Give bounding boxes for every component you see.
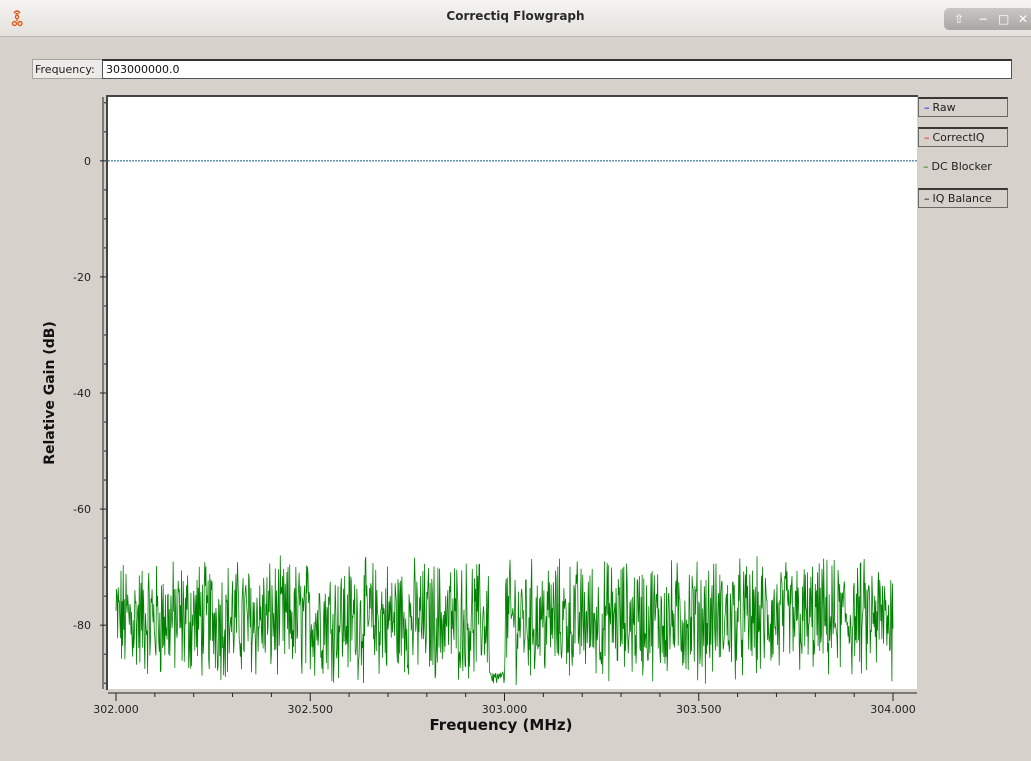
close-icon[interactable]: ✕	[1018, 12, 1029, 26]
frequency-label: Frequency:	[32, 59, 102, 79]
title-bar: Correctiq Flowgraph ⇧ − □ ✕	[0, 0, 1031, 37]
x-tick-label: 304.000	[870, 703, 916, 716]
y-tick-label: -20	[73, 271, 91, 284]
gnuradio-app-icon	[11, 10, 23, 27]
legend-label: IQ Balance	[932, 192, 992, 205]
legend-label: Raw	[932, 101, 956, 114]
legend-label: CorrectIQ	[932, 131, 985, 144]
x-tick-label: 303.500	[676, 703, 722, 716]
x-tick-label: 302.000	[93, 703, 139, 716]
y-axis-label: Relative Gain (dB)	[42, 321, 58, 465]
legend-item-raw[interactable]: – Raw	[918, 97, 1008, 117]
x-axis-label: Frequency (MHz)	[430, 716, 573, 734]
frequency-input[interactable]	[102, 59, 1012, 79]
y-tick-label: -80	[73, 619, 91, 632]
x-tick-label: 302.500	[288, 703, 334, 716]
legend-item-correctiq[interactable]: – CorrectIQ	[918, 127, 1008, 147]
legend-swatch: –	[924, 101, 930, 114]
legend-item-dc-blocker[interactable]: – DC Blocker	[918, 158, 1008, 178]
legend-item-iq-balance[interactable]: – IQ Balance	[918, 188, 1008, 208]
window-title: Correctiq Flowgraph	[446, 9, 585, 23]
legend-swatch: –	[924, 192, 930, 205]
y-tick-label: 0	[84, 155, 91, 168]
legend-label: DC Blocker	[931, 160, 992, 173]
y-tick-label: -40	[73, 387, 91, 400]
minimize-icon[interactable]: −	[978, 12, 989, 26]
y-tick-label: -60	[73, 503, 91, 516]
series-line-dc-blocker	[115, 555, 894, 686]
window-controls: ⇧ − □ ✕	[944, 8, 1031, 30]
legend-swatch: –	[924, 131, 930, 144]
maximize-icon[interactable]: □	[998, 12, 1010, 26]
up-arrow-icon[interactable]: ⇧	[954, 12, 965, 26]
x-tick-label: 303.000	[482, 703, 528, 716]
legend-swatch: –	[923, 160, 929, 173]
